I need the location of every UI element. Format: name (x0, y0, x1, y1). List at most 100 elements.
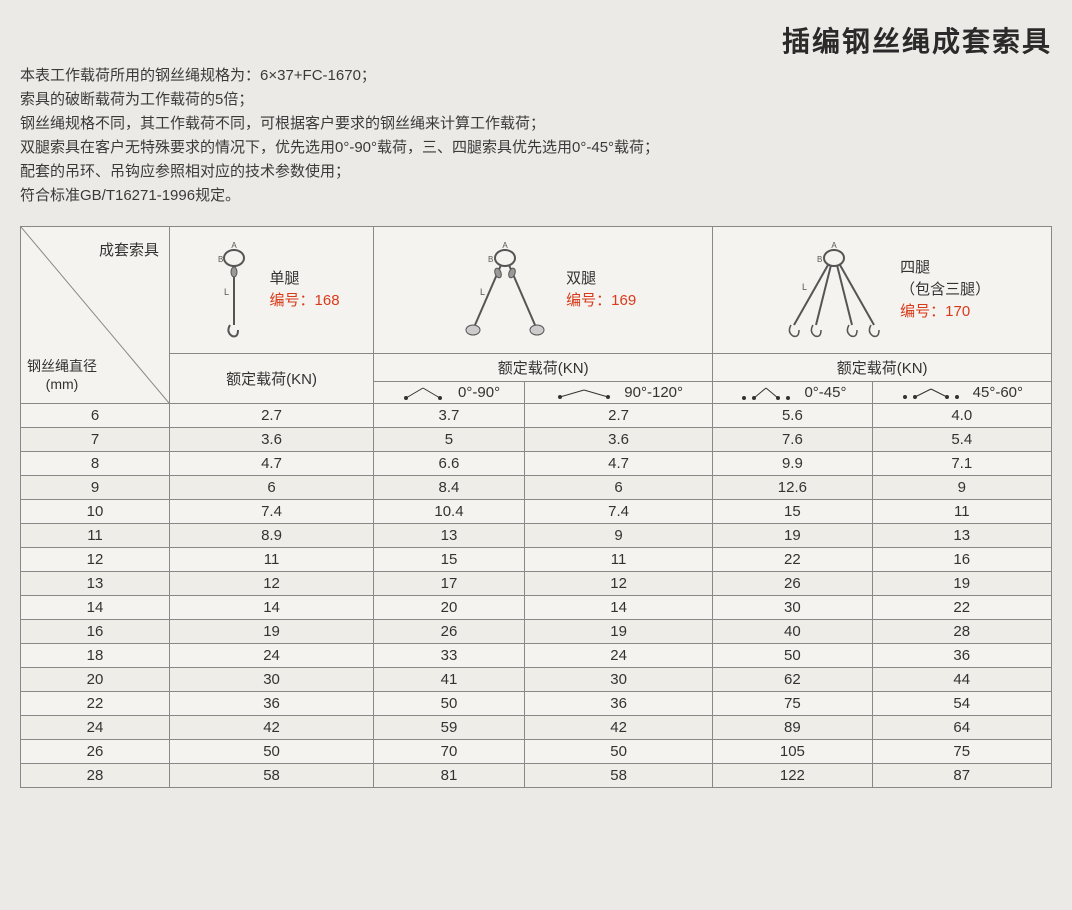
table-cell: 15 (374, 548, 525, 572)
table-cell: 50 (374, 692, 525, 716)
table-cell: 64 (872, 716, 1051, 740)
table-cell: 2.7 (524, 404, 712, 428)
table-cell: 7.4 (524, 500, 712, 524)
table-cell: 17 (374, 572, 525, 596)
table-cell: 3.6 (524, 428, 712, 452)
quad-leg-icon: A B L (774, 240, 894, 340)
table-row: 131217122619 (21, 572, 1052, 596)
table-row: 203041306244 (21, 668, 1052, 692)
svg-text:A: A (831, 241, 837, 250)
table-cell: 54 (872, 692, 1051, 716)
table-cell: 4.0 (872, 404, 1051, 428)
table-row: 244259428964 (21, 716, 1052, 740)
table-cell: 75 (713, 692, 872, 716)
table-cell: 19 (170, 620, 374, 644)
table-cell: 33 (374, 644, 525, 668)
table-row: 62.73.72.75.64.0 (21, 404, 1052, 428)
table-cell: 24 (524, 644, 712, 668)
table-row: 182433245036 (21, 644, 1052, 668)
table-cell: 40 (713, 620, 872, 644)
table-row: 107.410.47.41511 (21, 500, 1052, 524)
single-code-label: 编号： (270, 292, 315, 309)
quad-leg-header: A B L 四腿 （包含三 (713, 227, 1052, 354)
table-cell: 28 (21, 764, 170, 788)
table-cell: 8.9 (170, 524, 374, 548)
table-cell: 122 (713, 764, 872, 788)
table-cell: 62 (713, 668, 872, 692)
table-cell: 6.6 (374, 452, 525, 476)
table-row: 84.76.64.79.97.1 (21, 452, 1052, 476)
quad-sub: （包含三腿） (900, 279, 990, 301)
quad-load-label: 额定载荷(KN) (713, 354, 1052, 382)
double-leg-icon: A B L (450, 240, 560, 340)
quad-angle1: 0°-45° (713, 382, 872, 404)
table-cell: 8.4 (374, 476, 525, 500)
corner-header: 成套索具 钢丝绳直径(mm) (21, 227, 170, 404)
note-line: 配套的吊环、吊钩应参照相对应的技术参数使用； (20, 160, 1052, 184)
table-cell: 26 (713, 572, 872, 596)
table-cell: 9 (524, 524, 712, 548)
table-cell: 22 (21, 692, 170, 716)
double-code: 169 (611, 292, 636, 309)
svg-text:L: L (224, 287, 229, 297)
page-title: 插编钢丝绳成套索具 (20, 20, 1052, 60)
table-row: 161926194028 (21, 620, 1052, 644)
table-row: 141420143022 (21, 596, 1052, 620)
corner-bottom-label: 钢丝绳直径(mm) (27, 357, 97, 393)
table-cell: 14 (524, 596, 712, 620)
note-line: 符合标准GB/T16271-1996规定。 (20, 184, 1052, 208)
note-line: 本表工作载荷所用的钢丝绳规格为：6×37+FC-1670； (20, 64, 1052, 88)
table-cell: 5.4 (872, 428, 1051, 452)
table-cell: 50 (170, 740, 374, 764)
table-cell: 36 (872, 644, 1051, 668)
table-cell: 12 (524, 572, 712, 596)
table-cell: 11 (872, 500, 1051, 524)
table-cell: 6 (170, 476, 374, 500)
svg-text:L: L (802, 282, 807, 292)
table-cell: 44 (872, 668, 1051, 692)
table-cell: 42 (524, 716, 712, 740)
table-cell: 14 (21, 596, 170, 620)
table-cell: 5.6 (713, 404, 872, 428)
table-cell: 13 (21, 572, 170, 596)
table-cell: 20 (21, 668, 170, 692)
quad-angle2: 45°-60° (872, 382, 1051, 404)
table-cell: 20 (374, 596, 525, 620)
table-cell: 7.1 (872, 452, 1051, 476)
single-load-label: 额定载荷(KN) (170, 354, 374, 404)
table-cell: 9 (872, 476, 1051, 500)
table-cell: 22 (713, 548, 872, 572)
table-cell: 16 (21, 620, 170, 644)
single-name: 单腿 (270, 268, 340, 290)
svg-text:A: A (231, 241, 237, 250)
table-row: 73.653.67.65.4 (21, 428, 1052, 452)
table-cell: 75 (872, 740, 1051, 764)
table-cell: 7 (21, 428, 170, 452)
note-line: 钢丝绳规格不同，其工作载荷不同，可根据客户要求的钢丝绳来计算工作载荷； (20, 112, 1052, 136)
svg-text:L: L (480, 287, 485, 297)
table-cell: 58 (170, 764, 374, 788)
table-cell: 3.6 (170, 428, 374, 452)
table-cell: 89 (713, 716, 872, 740)
table-cell: 19 (713, 524, 872, 548)
table-cell: 30 (713, 596, 872, 620)
quad-name: 四腿 (900, 257, 990, 279)
table-cell: 10 (21, 500, 170, 524)
double-angle2: 90°-120° (524, 382, 712, 404)
table-cell: 16 (872, 548, 1051, 572)
corner-top-label: 成套索具 (99, 239, 159, 260)
table-cell: 15 (713, 500, 872, 524)
table-cell: 4.7 (170, 452, 374, 476)
table-cell: 14 (170, 596, 374, 620)
table-cell: 9 (21, 476, 170, 500)
table-cell: 50 (713, 644, 872, 668)
table-row: 121115112216 (21, 548, 1052, 572)
table-row: 118.91391913 (21, 524, 1052, 548)
quad-code-label: 编号： (900, 303, 945, 320)
table-cell: 18 (21, 644, 170, 668)
table-cell: 19 (872, 572, 1051, 596)
table-cell: 13 (374, 524, 525, 548)
note-line: 索具的破断载荷为工作载荷的5倍； (20, 88, 1052, 112)
table-cell: 9.9 (713, 452, 872, 476)
table-cell: 10.4 (374, 500, 525, 524)
